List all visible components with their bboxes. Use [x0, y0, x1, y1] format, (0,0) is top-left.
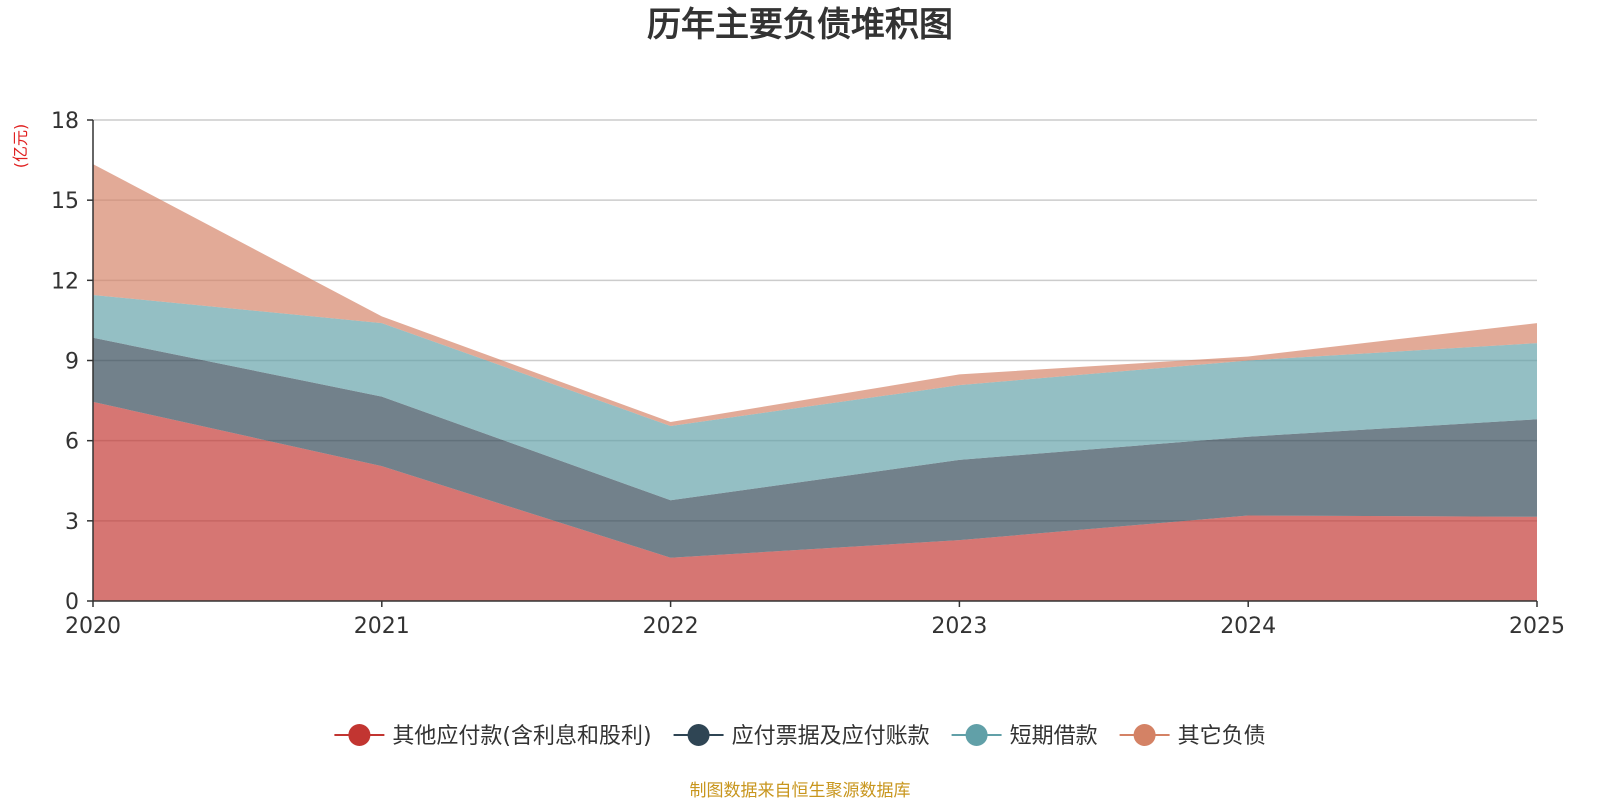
legend-item-2[interactable]: 应付票据及应付账款 — [673, 724, 930, 749]
y-tick-label-9: 9 — [65, 350, 79, 375]
legend[interactable]: 其他应付款(含利息和股利) 应付票据及应付账款 短期借款 其它负债 — [334, 724, 1266, 749]
area-series-group — [93, 164, 1537, 601]
legend-circle-marker — [687, 724, 710, 746]
chart-title: 历年主要负债堆积图 — [647, 5, 953, 45]
legend-circle-marker — [1133, 724, 1156, 746]
legend-circle-marker — [348, 724, 371, 746]
y-axis-unit-label: (亿元) — [11, 124, 30, 169]
legend-item-3[interactable]: 短期借款 — [951, 724, 1098, 749]
x-tick-label-2021: 2021 — [354, 614, 410, 639]
source-note: 制图数据来自恒生聚源数据库 — [690, 781, 911, 800]
y-tick-label-3: 3 — [65, 510, 79, 535]
y-tick-label-12: 12 — [51, 269, 79, 294]
x-tick-label-2020: 2020 — [65, 614, 121, 639]
x-tick-label-2025: 2025 — [1509, 614, 1565, 639]
axes: 0 3 6 9 12 15 18 2020 2021 2022 2023 2024 2025 — [51, 109, 1565, 639]
x-tick-label-2024: 2024 — [1220, 614, 1276, 639]
x-tick-label-2022: 2022 — [643, 614, 699, 639]
y-tick-label-18: 18 — [51, 109, 79, 134]
legend-circle-marker — [965, 724, 988, 746]
area-series-1 — [93, 401, 1537, 601]
x-tick-label-2023: 2023 — [931, 614, 987, 639]
y-tick-label-15: 15 — [51, 189, 79, 214]
area-series-2 — [93, 337, 1537, 558]
y-tick-label-0: 0 — [65, 590, 79, 615]
legend-label-1: 其他应付款(含利息和股利) — [392, 724, 651, 749]
legend-label-3: 短期借款 — [1010, 724, 1098, 749]
area-series-3 — [93, 295, 1537, 501]
legend-item-4[interactable]: 其它负债 — [1119, 724, 1266, 749]
legend-label-2: 应付票据及应付账款 — [732, 724, 930, 749]
legend-label-4: 其它负债 — [1178, 724, 1266, 749]
y-tick-label-6: 6 — [65, 430, 79, 455]
legend-item-1[interactable]: 其他应付款(含利息和股利) — [334, 724, 652, 749]
